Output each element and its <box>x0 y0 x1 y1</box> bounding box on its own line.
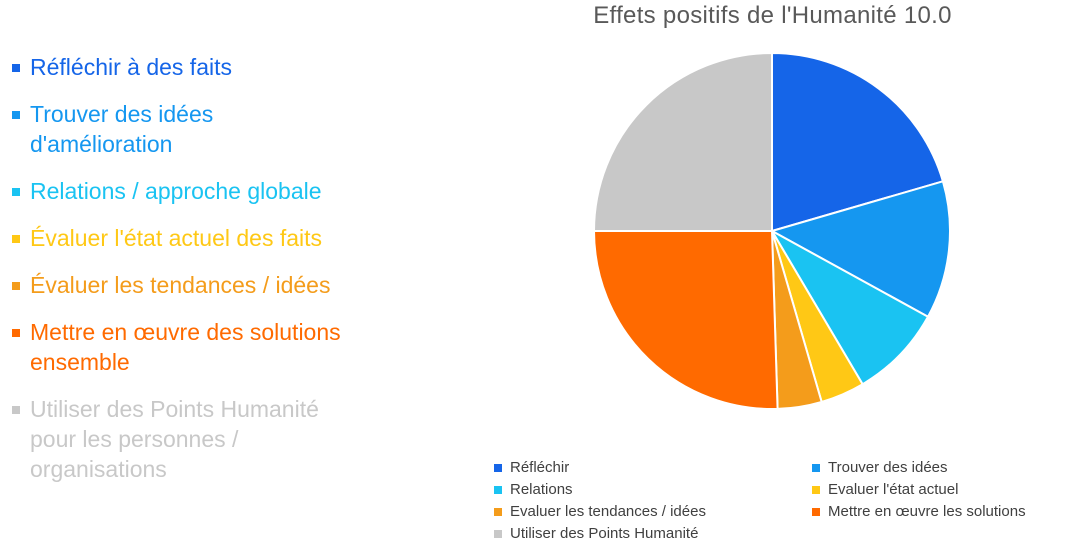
legend-label: Réfléchir <box>510 459 570 476</box>
legend-label: Mettre en œuvre les solutions <box>828 503 1026 520</box>
bullet-item-1: Réfléchir à des faits <box>10 52 355 82</box>
bullet-square-icon <box>12 111 20 119</box>
legend-swatch <box>494 485 502 494</box>
legend-swatch <box>494 507 502 516</box>
pie-slice-3 <box>769 228 930 386</box>
bullet-text: Relations / approche globale <box>30 178 322 204</box>
bullet-item-2: Trouver des idées d'amélioration <box>10 99 355 159</box>
chart-legend: Réfléchir Trouver des idées Relations Ev… <box>494 458 1074 543</box>
legend-swatch <box>812 463 820 472</box>
legend-entry-1: Réfléchir <box>494 458 812 477</box>
pie-slice-6 <box>592 230 779 410</box>
legend-label: Evaluer les tendances / idées <box>510 503 706 520</box>
pie-slice-2 <box>769 180 951 319</box>
bullet-text: Trouver des idées d'amélioration <box>30 101 214 157</box>
bullet-text: Utiliser des Points Humanité pour les pe… <box>30 396 319 482</box>
bullet-list: Réfléchir à des faits Trouver des idées … <box>10 52 355 501</box>
bullet-square-icon <box>12 329 20 337</box>
bullet-text: Mettre en œuvre des solutions ensemble <box>30 319 341 375</box>
bullet-item-4: Évaluer l'état actuel des faits <box>10 223 355 253</box>
bullet-text: Évaluer l'état actuel des faits <box>30 225 323 251</box>
bullet-square-icon <box>12 64 20 72</box>
legend-entry-6: Mettre en œuvre les solutions <box>812 502 1074 521</box>
bullet-square-icon <box>12 282 20 290</box>
bullet-item-3: Relations / approche globale <box>10 176 355 206</box>
legend-label: Evaluer l'état actuel <box>828 481 959 498</box>
pie-slice-1 <box>771 51 945 233</box>
legend-entry-3: Relations <box>494 480 812 499</box>
pie-slice-7 <box>592 51 773 232</box>
chart-title: Effets positifs de l'Humanité 10.0 <box>593 2 952 29</box>
legend-entry-2: Trouver des idées <box>812 458 1074 477</box>
bullet-item-6: Mettre en œuvre des solutions ensemble <box>10 317 355 377</box>
bullet-square-icon <box>12 406 20 414</box>
bullet-square-icon <box>12 235 20 243</box>
legend-entry-4: Evaluer l'état actuel <box>812 480 1074 499</box>
legend-entry-7: Utiliser des Points Humanité <box>494 524 812 543</box>
legend-label: Trouver des idées <box>828 459 948 476</box>
bullet-text: Évaluer les tendances / idées <box>30 272 331 298</box>
legend-entry-5: Evaluer les tendances / idées <box>494 502 812 521</box>
legend-label: Utiliser des Points Humanité <box>510 525 699 542</box>
pie-chart <box>592 51 951 410</box>
legend-swatch <box>812 485 820 494</box>
bullet-square-icon <box>12 188 20 196</box>
bullet-item-7: Utiliser des Points Humanité pour les pe… <box>10 394 355 484</box>
legend-label: Relations <box>510 481 573 498</box>
legend-swatch <box>494 463 502 472</box>
bullet-item-5: Évaluer les tendances / idées <box>10 270 355 300</box>
legend-swatch <box>812 507 820 516</box>
bullet-text: Réfléchir à des faits <box>30 54 232 80</box>
legend-swatch <box>494 529 502 538</box>
